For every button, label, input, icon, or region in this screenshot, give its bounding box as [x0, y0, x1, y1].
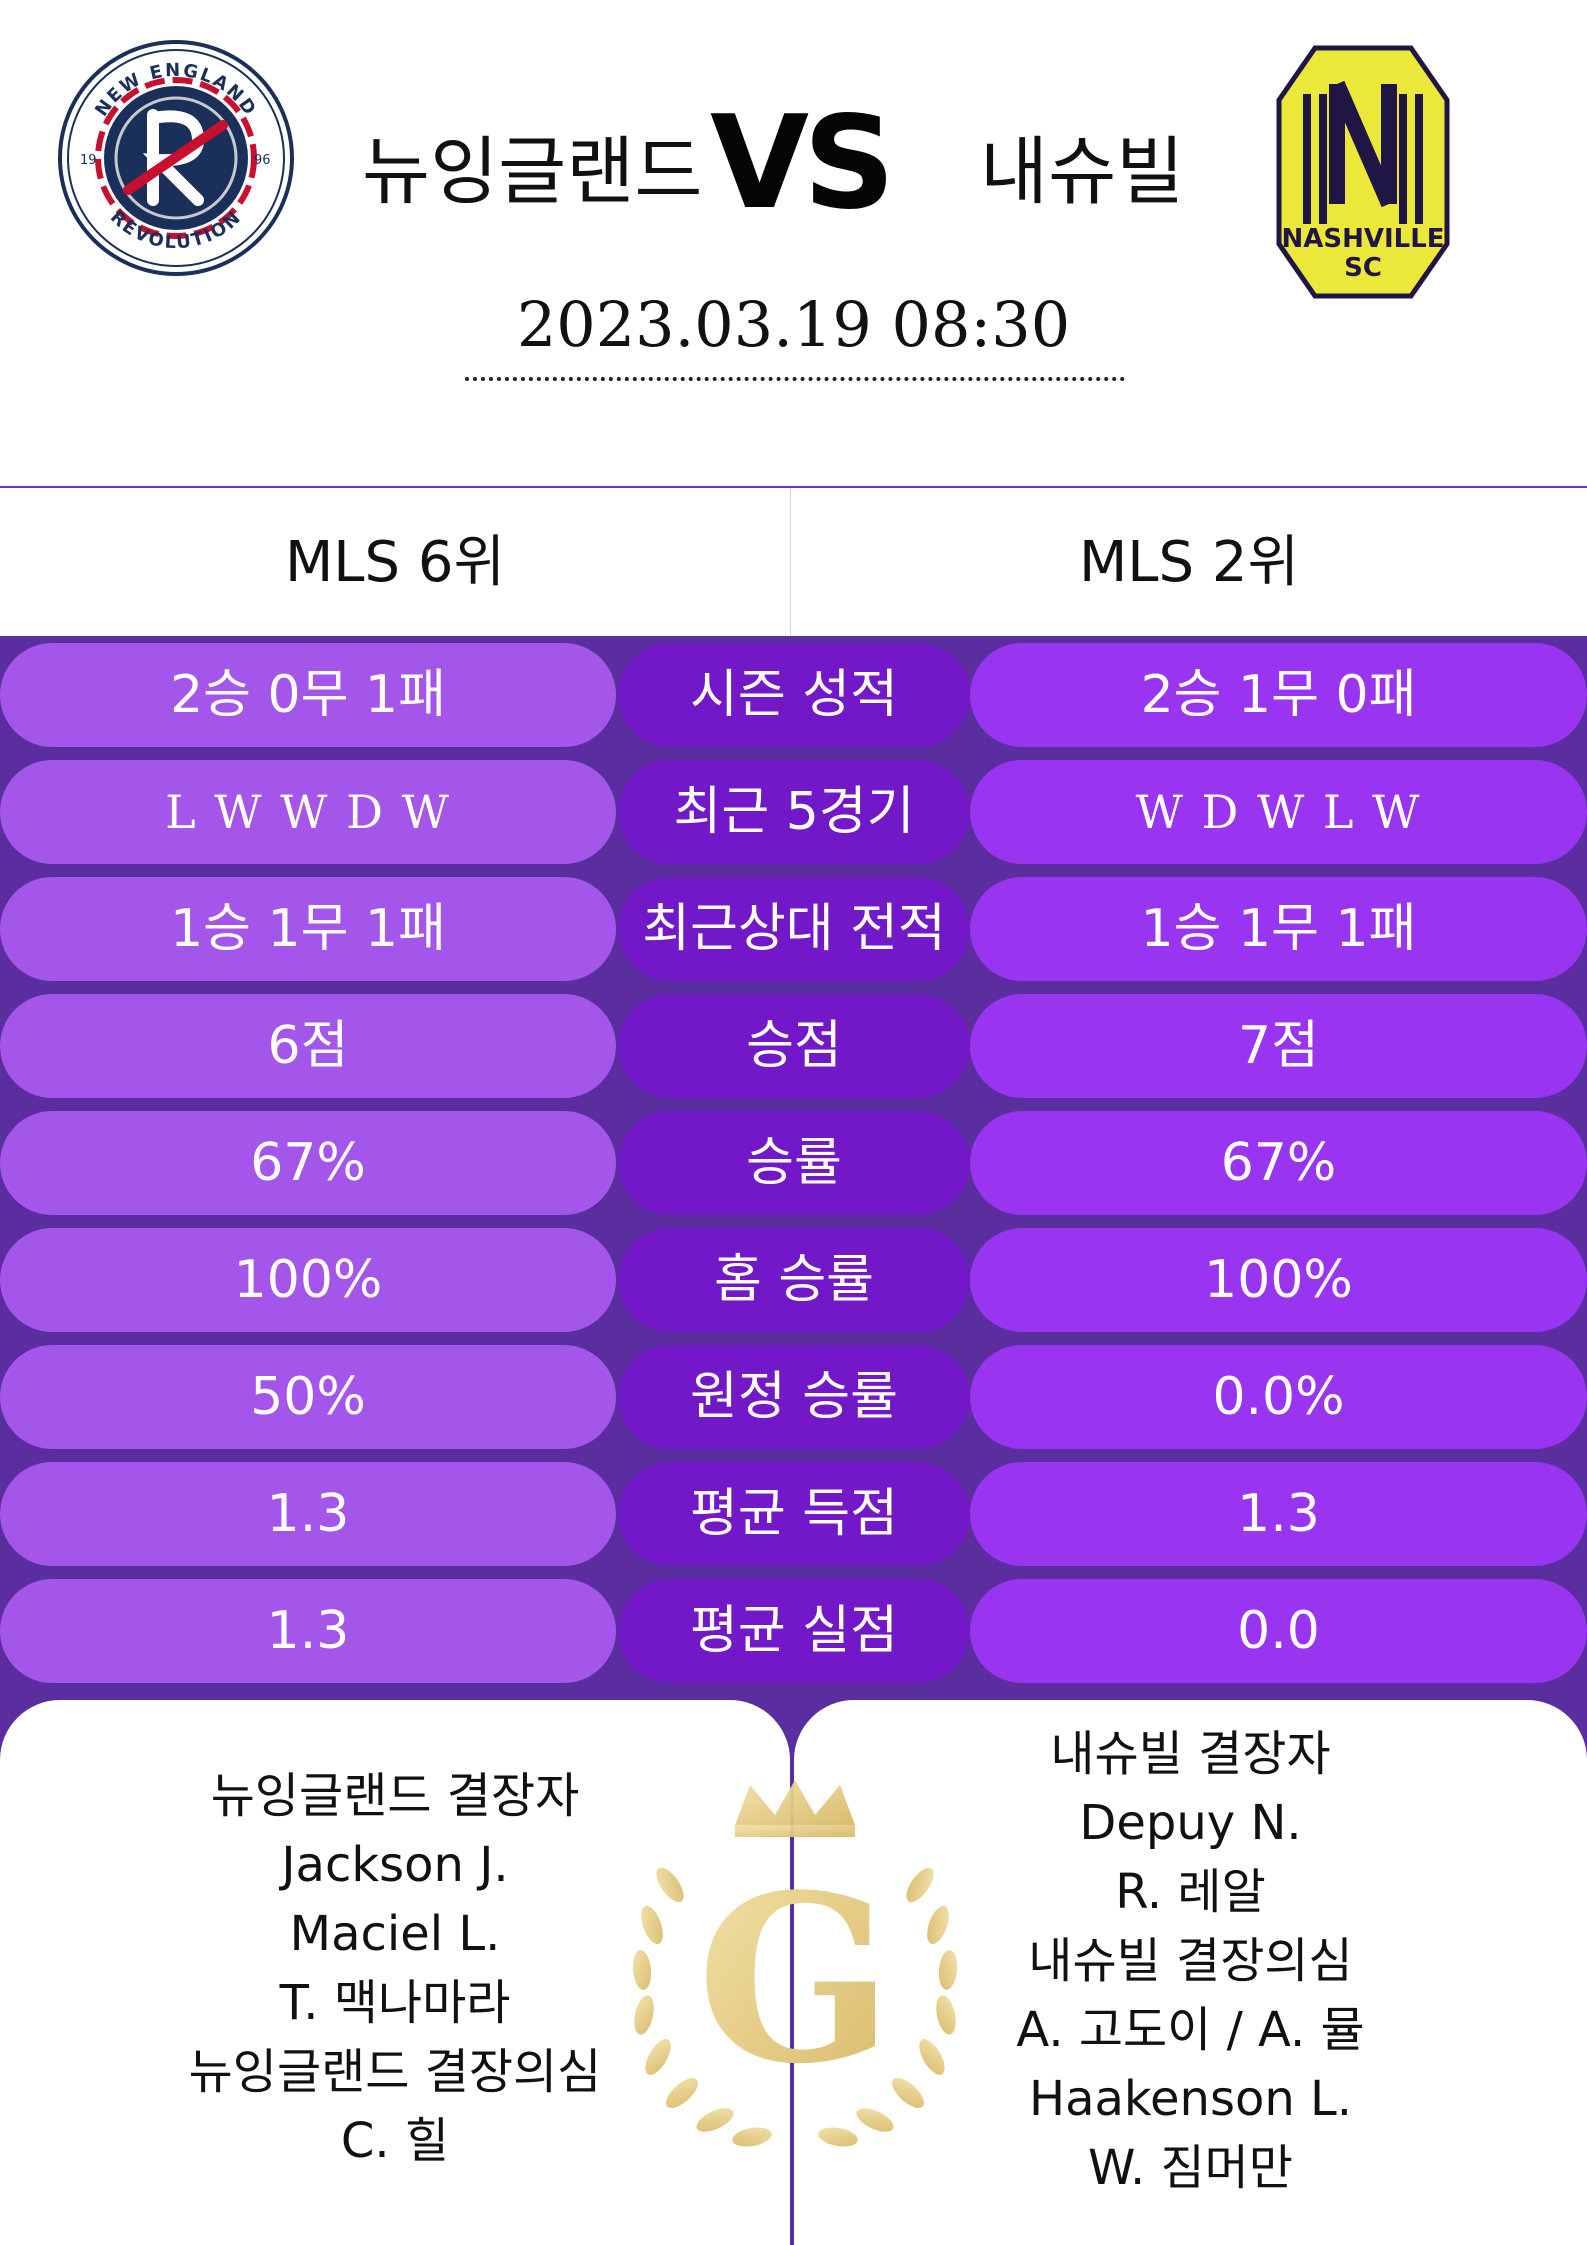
rank-row: MLS 6위 MLS 2위	[0, 486, 1587, 638]
away-stat-value: 2승 1무 0패	[970, 643, 1587, 747]
stat-label: 최근상대 전적	[618, 877, 970, 981]
away-stat-value: 1승 1무 1패	[970, 877, 1587, 981]
away-absentees-heading: 내슈빌 결장자	[1050, 1726, 1331, 1782]
stat-row-avg-conceded: 1.3 평균 실점 0.0	[0, 1579, 1587, 1683]
home-absentee: T. 맥나마라	[279, 1975, 511, 2031]
home-stat-value: 50%	[0, 1345, 616, 1449]
away-doubtful: Haakenson L.	[1028, 2071, 1352, 2127]
away-doubtful: W. 짐머만	[1088, 2140, 1293, 2196]
away-stat-value: 1.3	[970, 1462, 1587, 1566]
rank-divider	[790, 488, 791, 638]
card-divider	[790, 1700, 794, 2245]
away-doubtful: A. 고도이 / A. 뮬	[1016, 2002, 1365, 2058]
stat-row-head-to-head: 1승 1무 1패 최근상대 전적 1승 1무 1패	[0, 877, 1587, 981]
stat-row-home-win-rate: 100% 홈 승률 100%	[0, 1228, 1587, 1332]
home-absentee: Jackson J.	[281, 1837, 509, 1893]
dotted-divider	[465, 377, 1125, 381]
home-absentees-heading: 뉴잉글랜드 결장자	[210, 1768, 580, 1824]
nashville-sc-logo: NASHVILLE SC	[1276, 45, 1450, 299]
home-stat-value: 6점	[0, 994, 616, 1098]
away-doubtful-heading: 내슈빌 결장의심	[1028, 1933, 1353, 1989]
home-team-name: 뉴잉글랜드	[362, 129, 703, 215]
home-logo-year-left: 19	[80, 153, 97, 168]
away-stat-value: W D W L W	[970, 760, 1587, 864]
stat-label: 평균 득점	[618, 1462, 970, 1566]
stat-label: 평균 실점	[618, 1579, 970, 1683]
stat-row-last-5: L W W D W 최근 5경기 W D W L W	[0, 760, 1587, 864]
home-doubtful: C. 힐	[340, 2113, 450, 2169]
away-rank: MLS 2위	[1078, 530, 1299, 595]
stat-row-season-record: 2승 0무 1패 시즌 성적 2승 1무 0패	[0, 643, 1587, 747]
home-stat-value: 2승 0무 1패	[0, 643, 616, 747]
home-absentees-card: 뉴잉글랜드 결장자 Jackson J. Maciel L. T. 맥나마라 뉴…	[0, 1700, 790, 2245]
versus-label: VS	[710, 89, 895, 238]
stat-row-points: 6점 승점 7점	[0, 994, 1587, 1098]
stat-label: 시즌 성적	[618, 643, 970, 747]
stats-table: 2승 0무 1패 시즌 성적 2승 1무 0패 L W W D W 최근 5경기…	[0, 636, 1587, 1704]
home-stat-value: 1승 1무 1패	[0, 877, 616, 981]
away-stat-value: 0.0	[970, 1579, 1587, 1683]
stat-label: 홈 승률	[618, 1228, 970, 1332]
home-stat-value: 1.3	[0, 1462, 616, 1566]
home-doubtful-heading: 뉴잉글랜드 결장의심	[188, 2044, 602, 2100]
away-stat-value: 7점	[970, 994, 1587, 1098]
home-stat-value: 100%	[0, 1228, 616, 1332]
stat-row-avg-scored: 1.3 평균 득점 1.3	[0, 1462, 1587, 1566]
away-absentee: R. 레알	[1115, 1864, 1266, 1920]
home-stat-value: 1.3	[0, 1579, 616, 1683]
away-team-name: 내슈빌	[980, 129, 1185, 215]
stat-label: 승점	[618, 994, 970, 1098]
match-header: 19 96 NEW ENGLAND REVOLUTION 뉴잉글랜드 VS 내슈…	[0, 0, 1587, 486]
away-absentees-card: 내슈빌 결장자 Depuy N. R. 레알 내슈빌 결장의심 A. 고도이 /…	[794, 1700, 1587, 2245]
stat-row-away-win-rate: 50% 원정 승률 0.0%	[0, 1345, 1587, 1449]
home-stat-value: L W W D W	[0, 760, 616, 864]
away-logo-line2: SC	[1344, 253, 1382, 283]
away-stat-value: 100%	[970, 1228, 1587, 1332]
away-stat-value: 67%	[970, 1111, 1587, 1215]
stat-label: 승률	[618, 1111, 970, 1215]
away-logo-line1: NASHVILLE	[1281, 224, 1444, 254]
stat-label: 원정 승률	[618, 1345, 970, 1449]
home-absentee: Maciel L.	[289, 1906, 501, 1962]
match-datetime: 2023.03.19 08:30	[516, 288, 1071, 361]
new-england-revolution-logo: 19 96 NEW ENGLAND REVOLUTION	[58, 40, 294, 276]
home-stat-value: 67%	[0, 1111, 616, 1215]
away-absentee: Depuy N.	[1079, 1795, 1302, 1851]
home-logo-year-right: 96	[254, 153, 271, 168]
stat-row-win-rate: 67% 승률 67%	[0, 1111, 1587, 1215]
home-rank: MLS 6위	[284, 530, 505, 595]
stat-label: 최근 5경기	[618, 760, 970, 864]
away-stat-value: 0.0%	[970, 1345, 1587, 1449]
